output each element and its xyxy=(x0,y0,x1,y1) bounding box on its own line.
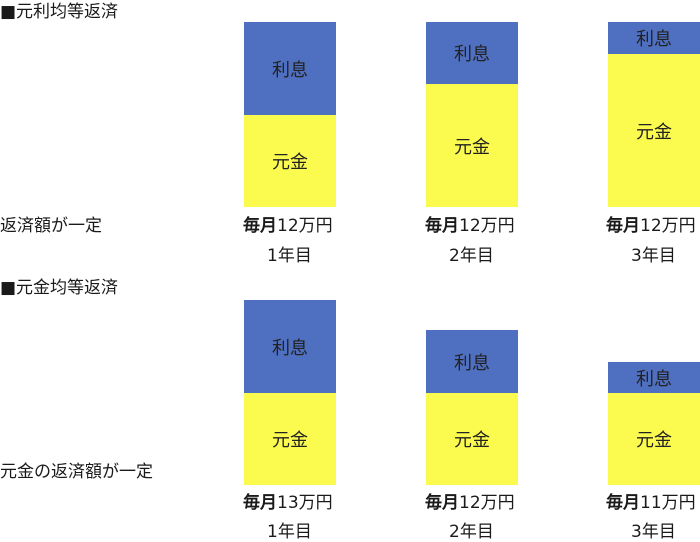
section1-heading: ■元利均等返済 xyxy=(0,2,119,22)
s1-col2-principal: 元金 xyxy=(426,84,518,207)
s2-col1-payment: 毎月13万円 xyxy=(243,493,333,513)
s2-col2-principal: 元金 xyxy=(426,393,518,485)
s1-col3-year: 3年目 xyxy=(631,246,676,266)
s2-col3-payment: 毎月11万円 xyxy=(606,493,696,513)
s1-col3-interest: 利息 xyxy=(608,22,700,54)
section1-note: 返済額が一定 xyxy=(0,216,102,236)
s2-col2-interest: 利息 xyxy=(426,330,518,393)
s2-col2-year: 2年目 xyxy=(449,522,494,542)
s1-col2-year: 2年目 xyxy=(449,246,494,266)
s1-col1-year: 1年目 xyxy=(267,246,312,266)
s2-col1-interest: 利息 xyxy=(244,300,336,393)
s2-col3-year: 3年目 xyxy=(631,522,676,542)
s2-col3-principal: 元金 xyxy=(608,393,700,485)
section2-note: 元金の返済額が一定 xyxy=(0,462,153,482)
s1-col1-payment: 毎月12万円 xyxy=(243,216,333,236)
s1-col3-payment: 毎月12万円 xyxy=(606,216,696,236)
s2-col2-payment: 毎月12万円 xyxy=(425,493,515,513)
s2-col1-principal: 元金 xyxy=(244,393,336,485)
s1-col2-payment: 毎月12万円 xyxy=(425,216,515,236)
s2-col1-year: 1年目 xyxy=(267,522,312,542)
s2-col3-interest: 利息 xyxy=(608,362,700,393)
s1-col2-interest: 利息 xyxy=(426,22,518,84)
s1-col1-interest: 利息 xyxy=(244,22,336,115)
s1-col3-principal: 元金 xyxy=(608,54,700,207)
s1-col1-principal: 元金 xyxy=(244,115,336,207)
section2-heading: ■元金均等返済 xyxy=(0,278,119,298)
